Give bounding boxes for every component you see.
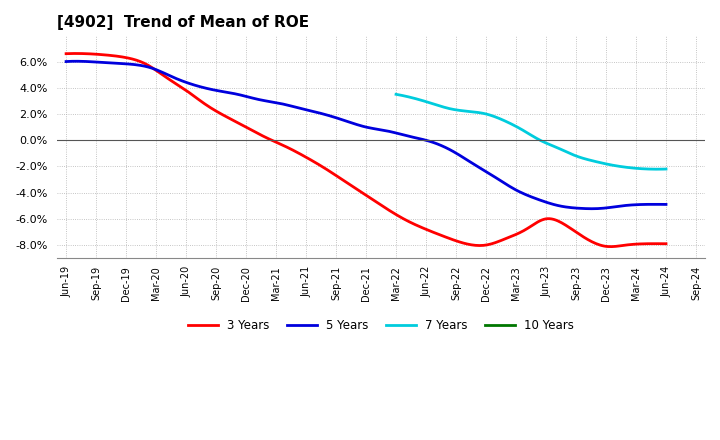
Legend: 3 Years, 5 Years, 7 Years, 10 Years: 3 Years, 5 Years, 7 Years, 10 Years	[184, 315, 579, 337]
Text: [4902]  Trend of Mean of ROE: [4902] Trend of Mean of ROE	[57, 15, 309, 30]
